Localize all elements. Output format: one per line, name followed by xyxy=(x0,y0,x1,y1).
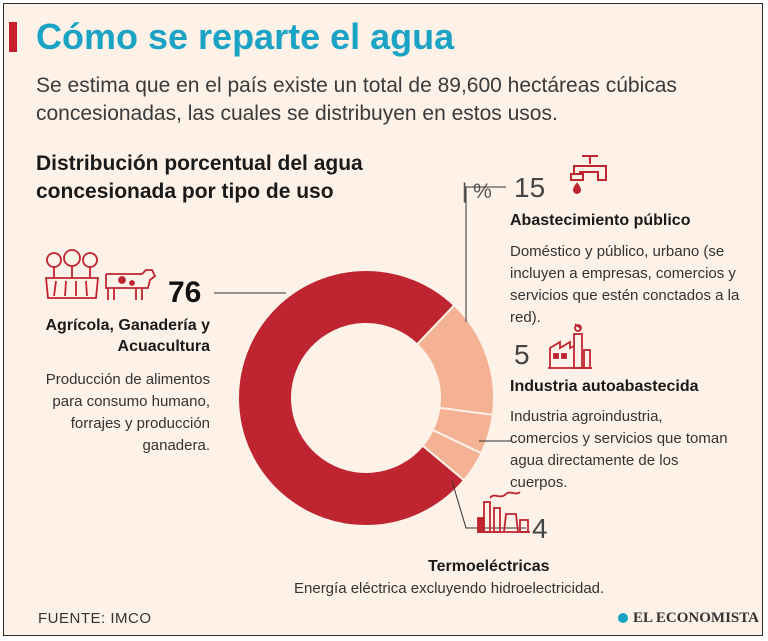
slice-termoelectricas xyxy=(421,428,483,482)
pct-agricola: 76 xyxy=(168,276,202,309)
cow-icon xyxy=(105,269,157,300)
donut-chart xyxy=(214,186,526,529)
faucet-icon xyxy=(570,155,607,195)
chart-title-text: Distribución porcentual del agua concesi… xyxy=(36,152,363,203)
label-industria: Industria autoabastecida xyxy=(510,378,699,395)
page-title: Cómo se reparte el agua xyxy=(36,16,455,57)
leader-line-termoelectricas xyxy=(451,480,526,529)
desc-abastecimiento: Doméstico y público, urbano (se incluyen… xyxy=(510,243,740,326)
page-subtitle: Se estima que en el país existe un total… xyxy=(36,74,677,125)
desc-termoelectricas: Energía eléctrica excluyendo hidroelectr… xyxy=(294,580,605,597)
chart-unit: | % xyxy=(461,180,492,203)
donut-slices xyxy=(237,269,495,527)
desc-agricola: Producción de alimentos para consumo hum… xyxy=(45,371,210,454)
source-note: FUENTE: IMCO xyxy=(38,610,152,627)
pct-termoelectricas: 4 xyxy=(532,513,548,544)
desc-industria: Industria agroindustria, comercios y ser… xyxy=(510,408,728,491)
infographic: Cómo se reparte el agua Se estima que en… xyxy=(3,3,763,636)
pct-abastecimiento: 15 xyxy=(514,172,546,203)
brand-logo: EL ECONOMISTA xyxy=(618,610,759,627)
leader-line-abastecimiento xyxy=(465,186,506,322)
label-abastecimiento: Abastecimiento público xyxy=(510,212,691,229)
power-plant-icon xyxy=(477,491,530,533)
brand-text: EL ECONOMISTA xyxy=(633,610,759,626)
brand-icon xyxy=(618,613,628,623)
tractor-field-icon xyxy=(45,249,99,299)
label-agricola: Agrícola, Ganadería y Acuacultura xyxy=(45,317,210,355)
label-termoelectricas: Termoeléctricas xyxy=(428,558,550,575)
leader-lines xyxy=(214,186,526,529)
factory-icon xyxy=(548,323,592,369)
chart-title: Distribución porcentual del agua concesi… xyxy=(36,150,492,206)
slice-agricola xyxy=(237,269,466,527)
title-accent-bar xyxy=(9,22,17,52)
pct-industria: 5 xyxy=(514,339,530,370)
